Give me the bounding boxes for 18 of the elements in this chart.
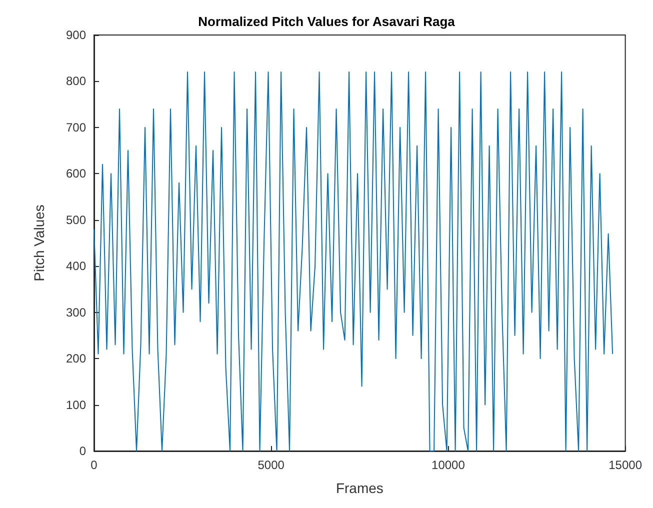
y-tick-label: 400 — [66, 259, 86, 274]
y-tick-label: 600 — [66, 166, 86, 181]
x-tick-label: 10000 — [432, 458, 466, 472]
y-tick-label: 300 — [66, 305, 86, 320]
chart-title: Normalized Pitch Values for Asavari Raga — [198, 14, 456, 29]
y-axis-title: Pitch Values — [31, 204, 47, 282]
y-tick-label: 500 — [66, 212, 86, 227]
y-tick-label: 0 — [79, 444, 86, 458]
line-series — [94, 71, 614, 452]
y-tick-label: 100 — [66, 398, 86, 412]
y-tick-label: 800 — [66, 74, 86, 88]
x-tick-label: 5000 — [258, 458, 285, 472]
y-tick-label: 900 — [66, 28, 86, 42]
y-tick-label: 200 — [66, 352, 86, 366]
x-tick-label: 0 — [90, 458, 98, 472]
x-axis-title: Frames — [336, 480, 384, 496]
x-tick-label: 15000 — [608, 458, 642, 472]
y-tick-label: 700 — [66, 120, 86, 134]
